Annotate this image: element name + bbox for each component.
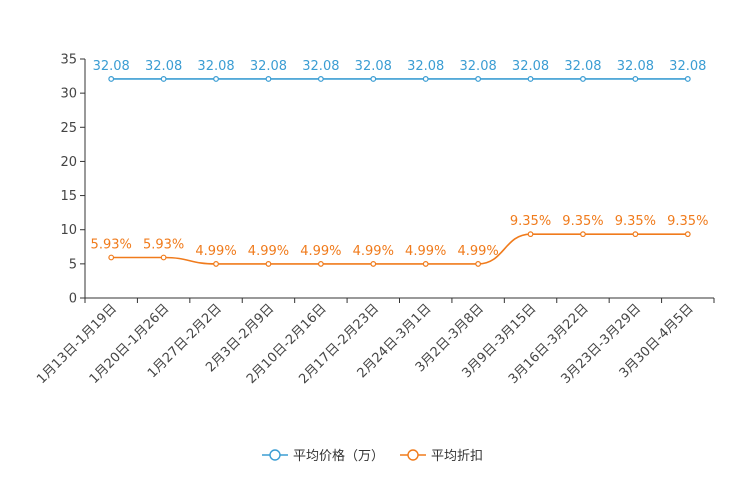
- legend-label: 平均价格（万）: [293, 448, 384, 464]
- data-point[interactable]: [317, 261, 324, 267]
- data-point[interactable]: [160, 76, 167, 82]
- data-point[interactable]: [370, 76, 377, 82]
- data-label: 4.99%: [195, 244, 236, 259]
- y-tick-label: 5: [69, 257, 77, 272]
- chart-axes: 051015202530351月13日-1月19日1月20日-1月26日1月27…: [34, 53, 715, 387]
- data-label: 32.08: [617, 59, 654, 74]
- data-label: 5.93%: [91, 238, 132, 253]
- data-label: 4.99%: [248, 244, 289, 259]
- data-label: 32.08: [564, 59, 601, 74]
- y-tick-label: 10: [60, 223, 77, 238]
- data-point[interactable]: [580, 231, 586, 238]
- data-label: 32.08: [197, 59, 234, 74]
- data-label: 32.08: [407, 59, 444, 74]
- legend-circle-icon: [407, 449, 419, 461]
- data-point[interactable]: [160, 254, 167, 261]
- legend-item-1[interactable]: 平均价格（万）: [262, 448, 384, 464]
- legend-label: 平均折扣: [431, 449, 483, 464]
- data-point[interactable]: [475, 76, 482, 82]
- data-point[interactable]: [108, 254, 115, 261]
- data-label: 9.35%: [615, 214, 656, 229]
- data-point[interactable]: [265, 261, 272, 267]
- data-point[interactable]: [213, 76, 219, 82]
- data-label: 32.08: [302, 59, 339, 74]
- data-label: 32.08: [669, 59, 706, 74]
- data-label: 32.08: [145, 59, 182, 74]
- data-label: 9.35%: [667, 214, 708, 229]
- y-tick-label: 25: [60, 121, 77, 136]
- data-label: 4.99%: [405, 244, 446, 259]
- data-point[interactable]: [422, 261, 429, 267]
- chart-legend[interactable]: 平均价格（万） 平均折扣: [262, 448, 483, 464]
- data-label: 4.99%: [457, 244, 498, 259]
- data-point[interactable]: [684, 231, 691, 238]
- data-point[interactable]: [370, 261, 377, 267]
- data-point[interactable]: [317, 76, 324, 82]
- data-point[interactable]: [527, 231, 534, 238]
- legend-circle-icon: [269, 449, 281, 461]
- series-1: 32.08 32.08 32.08 32.08 32.08 32.08 32.08 32.08…: [93, 59, 706, 82]
- data-point[interactable]: [632, 76, 639, 82]
- data-label: 4.99%: [300, 244, 341, 259]
- data-point[interactable]: [475, 261, 482, 267]
- data-point[interactable]: [580, 76, 586, 82]
- legend-item-2[interactable]: 平均折扣: [400, 449, 483, 464]
- data-label: 32.08: [250, 59, 287, 74]
- data-label: 5.93%: [143, 238, 184, 253]
- y-tick-label: 0: [69, 292, 77, 307]
- y-tick-label: 15: [60, 189, 77, 204]
- data-label: 9.35%: [562, 214, 603, 229]
- y-tick-label: 20: [60, 155, 77, 170]
- series-2: 5.93% 5.93% 4.99% 4.99% 4.99% 4.99% 4.99% 4.99%…: [91, 214, 708, 267]
- y-tick-label: 30: [60, 87, 77, 102]
- data-label: 32.08: [460, 59, 497, 74]
- data-label: 32.08: [355, 59, 392, 74]
- series-line: [111, 233, 688, 265]
- data-label: 4.99%: [353, 244, 394, 259]
- data-label: 32.08: [93, 59, 130, 74]
- data-point[interactable]: [213, 261, 219, 267]
- y-tick-label: 35: [60, 53, 77, 68]
- data-point[interactable]: [632, 231, 639, 238]
- data-point[interactable]: [527, 76, 534, 82]
- chart-series: 32.08 32.08 32.08 32.08 32.08 32.08 32.08 32.08…: [91, 59, 708, 267]
- data-label: 32.08: [512, 59, 549, 74]
- data-point[interactable]: [108, 76, 115, 82]
- data-label: 9.35%: [510, 214, 551, 229]
- data-point[interactable]: [684, 76, 691, 82]
- data-point[interactable]: [265, 76, 272, 82]
- data-point[interactable]: [422, 76, 429, 82]
